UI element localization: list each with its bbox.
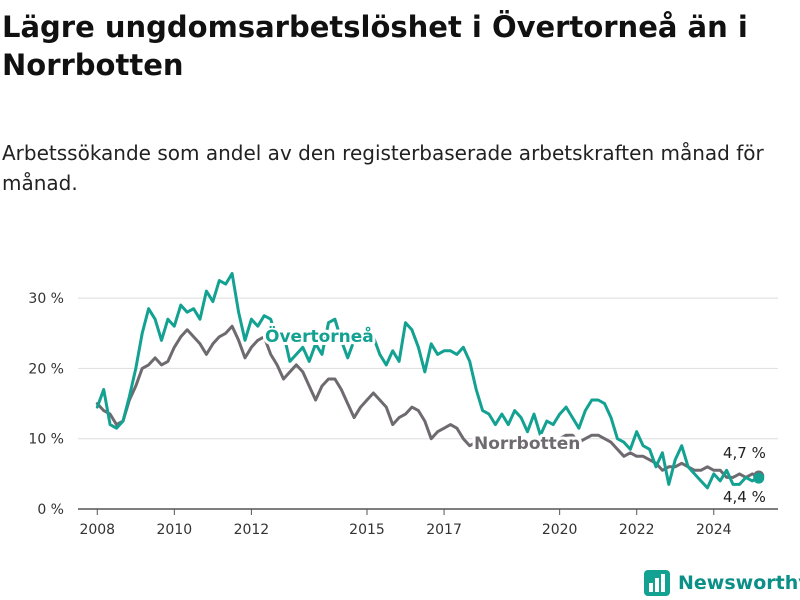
series-lines (95, 272, 765, 490)
series-line-overtornea (95, 272, 761, 490)
series-label-norrbotten: Norrbotten (474, 434, 580, 454)
newsworthy-logo[interactable]: Newsworthy (644, 568, 800, 598)
x-tick-label: 2015 (349, 522, 385, 538)
end-label-overtornea: 4,4 % (723, 488, 766, 506)
bar-chart-icon (644, 570, 670, 596)
x-tick-label: 2012 (234, 522, 270, 538)
y-tick-label: 0 % (37, 502, 64, 518)
series-line-norrbotten (95, 324, 761, 479)
gridlines (78, 297, 778, 440)
x-tick-label: 2024 (696, 522, 732, 538)
line-chart: 2008 2010 2012 2015 2017 2020 2022 2024 0 % 10 %… (28, 272, 778, 538)
x-tick-label: 2020 (542, 522, 578, 538)
chart-title: Lägre ungdomsarbetslöshet i Övertorneå ä… (2, 10, 748, 82)
brand-name: Newsworthy (678, 572, 800, 594)
series-labels: Övertorneå Norrbotten 4,7 % 4,4 % (262, 322, 768, 508)
end-point-overtornea (753, 472, 765, 484)
end-label-norrbotten: 4,7 % (723, 444, 766, 462)
x-tick-label: 2010 (157, 522, 193, 538)
x-tick-label: 2017 (426, 522, 462, 538)
series-label-overtornea: Övertorneå (265, 325, 374, 347)
y-tick-label: 10 % (28, 432, 64, 448)
y-tick-label: 20 % (28, 361, 64, 377)
x-axis: 2008 2010 2012 2015 2017 2020 2022 2024 (78, 508, 778, 538)
chart-subtitle: Arbetssökande som andel av den registerb… (2, 141, 764, 195)
y-tick-label: 30 % (28, 291, 64, 307)
y-axis: 0 % 10 % 20 % 30 % (28, 291, 64, 518)
x-tick-label: 2022 (619, 522, 655, 538)
x-tick-label: 2008 (79, 522, 115, 538)
